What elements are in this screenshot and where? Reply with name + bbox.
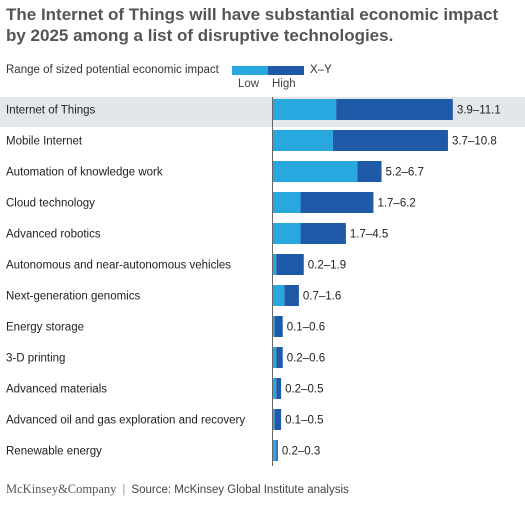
range-label: 0.2–0.3 <box>282 446 320 458</box>
bar-high <box>274 409 282 430</box>
category-label: Renewable energy <box>6 446 102 458</box>
legend-caption: Range of sized potential economic impact <box>6 64 219 76</box>
bar-high <box>284 285 299 306</box>
range-label: 1.7–4.5 <box>350 229 388 241</box>
bar-high <box>332 130 448 151</box>
bar-high <box>276 440 278 461</box>
range-label: 3.9–11.1 <box>457 105 501 117</box>
legend-high-swatch <box>268 66 304 75</box>
range-label: 0.2–0.6 <box>287 353 325 365</box>
category-label: Autonomous and near-autonomous vehicles <box>6 260 231 272</box>
category-label: Mobile Internet <box>6 136 83 148</box>
category-label: Advanced robotics <box>6 229 101 241</box>
range-label: 5.2–6.7 <box>386 167 424 179</box>
bar-low <box>273 130 333 151</box>
source-note: Source: McKinsey Global Institute analys… <box>131 484 349 496</box>
bar-high <box>300 223 346 244</box>
bar-low <box>273 347 277 368</box>
footer-separator: | <box>122 484 126 496</box>
range-label: 0.1–0.5 <box>285 415 323 427</box>
category-label: Internet of Things <box>6 105 96 117</box>
brand-logo: McKinsey&Company <box>6 482 117 496</box>
bar-high <box>274 316 283 337</box>
range-label: 0.7–1.6 <box>303 291 341 303</box>
legend-low-label: Low <box>238 78 260 90</box>
range-label: 0.2–0.5 <box>285 384 323 396</box>
range-label: 0.1–0.6 <box>287 322 325 334</box>
category-label: Advanced materials <box>6 384 107 396</box>
category-label: 3-D printing <box>6 353 65 365</box>
legend-high-label: High <box>272 78 296 90</box>
bar-low <box>273 316 275 337</box>
bar-high <box>357 161 382 182</box>
footer: McKinsey&Company | Source: McKinsey Global… <box>6 482 349 497</box>
category-label: Next-generation genomics <box>6 291 140 303</box>
legend-low-swatch <box>232 66 268 75</box>
chart-title: The Internet of Things will have substan… <box>6 5 499 45</box>
bar-low <box>273 409 275 430</box>
bar-high <box>336 99 453 120</box>
range-label: 1.7–6.2 <box>377 198 415 210</box>
bar-low <box>273 285 285 306</box>
bar-high <box>300 192 374 213</box>
range-label: 0.2–1.9 <box>308 260 346 272</box>
bar-high <box>276 254 304 275</box>
category-label: Energy storage <box>6 322 84 334</box>
bar-high <box>276 347 283 368</box>
category-label: Automation of knowledge work <box>6 167 163 179</box>
bar-low <box>273 192 301 213</box>
category-label: Advanced oil and gas exploration and rec… <box>6 415 245 427</box>
bar-high <box>276 378 282 399</box>
bar-low <box>273 161 358 182</box>
legend-range-format: X–Y <box>310 64 332 76</box>
category-label: Cloud technology <box>6 198 95 210</box>
bar-low <box>273 99 337 120</box>
bar-low <box>273 378 277 399</box>
bar-low <box>273 223 301 244</box>
bar-low <box>273 440 277 461</box>
range-label: 3.7–10.8 <box>452 136 497 148</box>
axis-line <box>272 97 273 466</box>
bar-low <box>273 254 277 275</box>
